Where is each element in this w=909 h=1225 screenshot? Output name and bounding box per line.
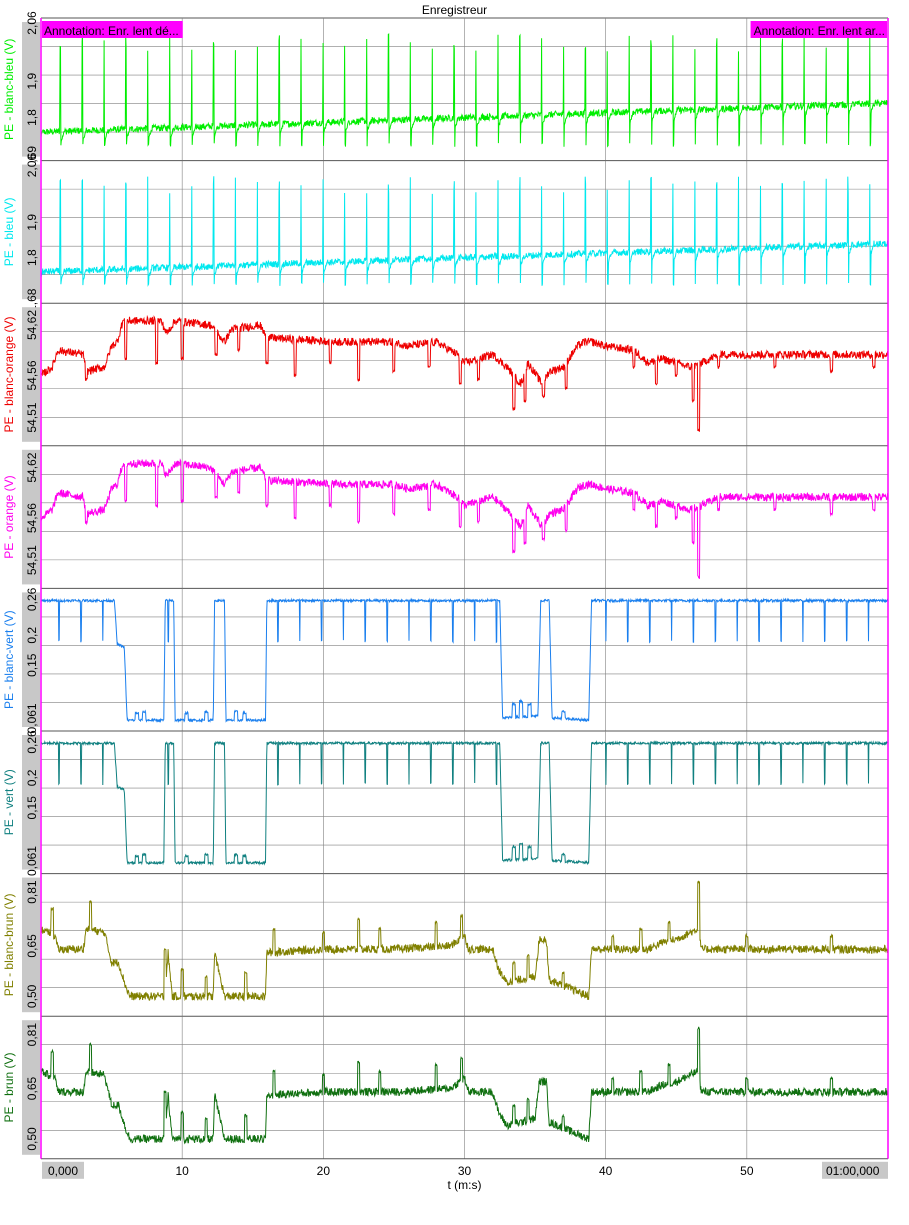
series-line [40,176,889,287]
y-tick-label: 2,06 [25,154,39,178]
x-tick-label: 10 [175,1164,189,1178]
y-axis-title: PE - brun (V) [2,1052,16,1122]
y-axis-title: PE - orange (V) [2,475,16,558]
y-tick-label: 1,8 [25,109,39,126]
y-tick-label: 0,15 [25,796,39,820]
y-tick-label: 1,8 [25,249,39,266]
y-tick-label: 1,9 [25,73,39,90]
y-tick-strip [22,1020,40,1155]
series-line [40,740,888,866]
x-end-label: 01:00,000 [826,1164,880,1178]
x-tick-label: 30 [458,1164,472,1178]
y-tick-label: 0,81 [25,880,39,904]
y-tick-label: 0,15 [25,653,39,677]
y-tick-strip [22,735,40,870]
y-tick-label: 54,62 [25,452,39,482]
y-tick-strip [22,449,40,585]
y-axis-title: PE - vert (V) [2,769,16,835]
window-title: Enregistreur [421,3,488,17]
y-tick-label: 0,061 [25,703,39,733]
y-tick-label: 0,81 [25,1023,39,1047]
y-tick-strip [22,877,40,1013]
x-tick-label: 50 [740,1164,754,1178]
series-line [40,458,889,579]
series-line [40,597,889,724]
series-line [40,33,889,148]
y-tick-strip [22,592,40,727]
y-tick-label: 0,50 [25,1127,39,1151]
y-axis-title: PE - blanc-brun (V) [2,894,16,997]
y-axis-title: PE - bleu (V) [2,198,16,267]
y-tick-label: 54,56 [25,503,39,533]
annotation-right-background [750,21,887,38]
annotation-left-background [42,21,183,38]
y-tick-strip [22,22,40,157]
y-tick-label: 54,62 [25,310,39,340]
y-tick-label: 0,2 [25,627,39,644]
x-axis: 0,000 01:00,000 t (m:s) 10 20 30 40 50 [42,1161,888,1192]
y-tick-label: 1,9 [25,214,39,231]
y-tick-label: 0,26 [25,587,39,611]
grid-layer [41,17,888,1160]
x-axis-title: t (m:s) [448,1178,482,1192]
y-tick-label: 54,51 [25,545,39,575]
annotation-left[interactable]: Annotation: Enr. lent dé... [44,24,179,38]
y-tick-label: 54,51 [25,402,39,432]
x-start-label: 0,000 [48,1164,78,1178]
y-tick-label: 0,65 [25,1076,39,1100]
y-axis-title: PE - blanc-bleu (V) [2,39,16,140]
series-line [40,1026,889,1145]
series-layer [40,33,889,1145]
y-tick-label: 54,56 [25,360,39,390]
y-tick-strip [22,307,40,442]
y-tick-label: 2,06 [25,11,39,35]
series-line [40,880,889,1002]
y-axis-title: PE - blanc-vert (V) [2,610,16,709]
y-tick-label: 0,2 [25,769,39,786]
y-tick-label: 0,50 [25,984,39,1008]
x-end-label-background [822,1161,888,1179]
series-line [40,314,889,432]
x-tick-label: 40 [599,1164,613,1178]
axis-label-layer: 1,69 1,8 1,9 2,06 PE - blanc-bleu (V) 1,68 1,8… [2,11,40,1155]
x-tick-label: 20 [317,1164,331,1178]
y-tick-label: 0,65 [25,934,39,958]
y-tick-label: 1,68 [25,288,39,312]
y-axis-title: PE - blanc-orange (V) [2,316,16,432]
y-tick-label: 0,26 [25,730,39,754]
y-tick-label: 0,061 [25,846,39,876]
y-tick-label: 1,69 [25,146,39,170]
annotation-right[interactable]: Annotation: Enr. lent ar... [754,24,885,38]
x-start-label-background [42,1161,84,1179]
y-tick-strip [22,164,40,300]
